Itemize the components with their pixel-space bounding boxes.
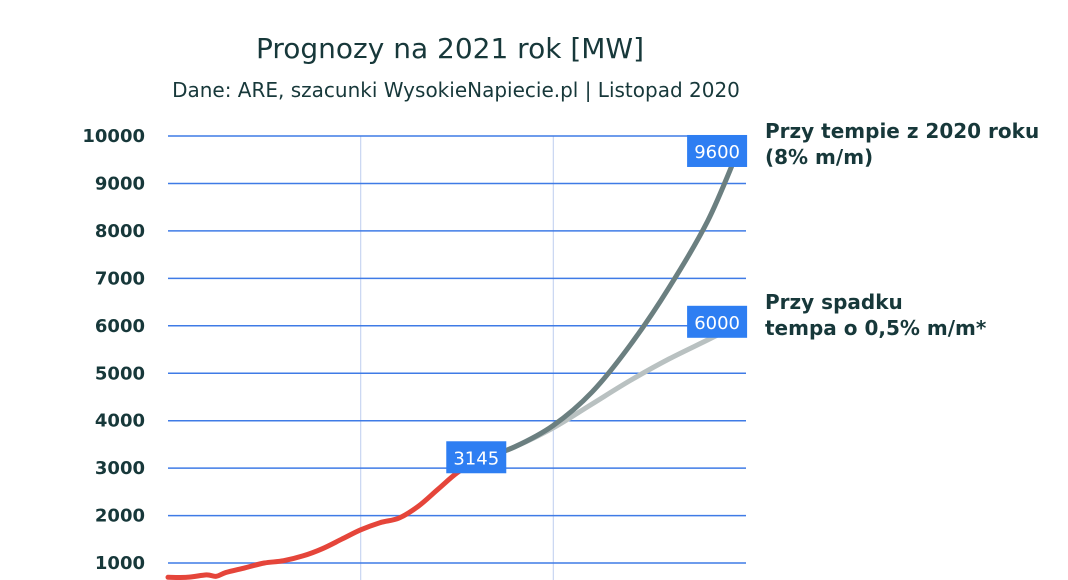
annotation-2-line-2: tempa o 0,5% m/m*: [765, 316, 987, 340]
data-label-3145: 3145: [453, 448, 499, 469]
annotations: Przy tempie z 2020 roku(8% m/m) Przy spad…: [765, 119, 1039, 340]
data-label-6000: 6000: [694, 313, 740, 334]
chart-subtitle: Dane: ARE, szacunki WysokieNapiecie.pl |…: [172, 78, 740, 102]
data-label-box-6000: [687, 305, 748, 338]
data-labels: 3145 9600 6000: [446, 134, 748, 474]
annotation-1-line-2: (8% m/m): [765, 145, 873, 169]
y-tick-label-6000: 6000: [95, 316, 145, 337]
series-line-current-pace: [473, 152, 739, 464]
y-tick-label-3000: 3000: [95, 458, 145, 479]
annotation-1-line-1: Przy tempie z 2020 roku: [765, 119, 1039, 143]
y-tick-label-2000: 2000: [95, 506, 145, 527]
chart-title: Prognozy na 2021 rok [MW]: [255, 32, 645, 65]
y-tick-label-1000: 1000: [95, 553, 145, 574]
series-line-slower-pace: [473, 323, 739, 464]
y-tick-label-9000: 9000: [95, 173, 145, 194]
y-tick-label-10000: 10000: [82, 126, 145, 147]
y-tick-label-4000: 4000: [95, 411, 145, 432]
series-line-historical: [165, 458, 479, 580]
y-axis-ticks: 1000 2000 3000 4000 5000 6000 7000 8000 9000 1000…: [82, 126, 145, 574]
data-label-box-9600: [687, 134, 748, 167]
y-tick-label-5000: 5000: [95, 363, 145, 384]
y-tick-label-8000: 8000: [95, 221, 145, 242]
y-tick-label-7000: 7000: [95, 268, 145, 289]
data-label-box-3145: [446, 441, 507, 474]
grid-lines: [168, 135, 746, 580]
series-lines: [165, 152, 739, 580]
data-label-9600: 9600: [694, 142, 740, 163]
annotation-2-line-1: Przy spadku: [765, 290, 903, 314]
